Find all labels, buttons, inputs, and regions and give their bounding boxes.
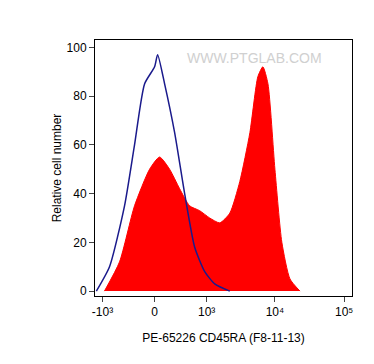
svg-text:60: 60 xyxy=(73,138,87,152)
svg-text:20: 20 xyxy=(73,236,87,250)
svg-text:40: 40 xyxy=(73,187,87,201)
svg-text:-10³: -10³ xyxy=(92,305,113,319)
svg-text:PE-65226 CD45RA (F8-11-13): PE-65226 CD45RA (F8-11-13) xyxy=(142,331,305,345)
svg-text:10⁵: 10⁵ xyxy=(335,305,353,319)
svg-text:WWW.PTGLAB.COM: WWW.PTGLAB.COM xyxy=(187,50,322,66)
svg-text:10³: 10³ xyxy=(198,305,215,319)
svg-text:Relative cell number: Relative cell number xyxy=(50,114,64,223)
svg-text:0: 0 xyxy=(80,284,87,298)
svg-text:0: 0 xyxy=(151,305,158,319)
svg-text:80: 80 xyxy=(73,89,87,103)
svg-text:10⁴: 10⁴ xyxy=(266,305,285,319)
svg-text:100: 100 xyxy=(67,41,87,55)
